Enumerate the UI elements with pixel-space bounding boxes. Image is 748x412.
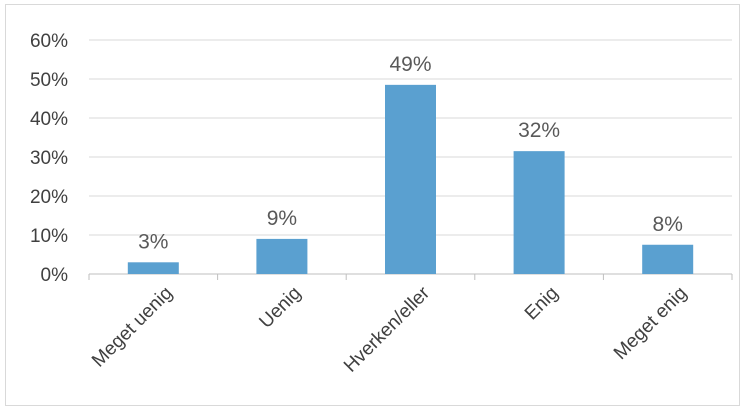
bar	[127, 262, 179, 274]
data-label: 49%	[389, 53, 431, 76]
x-tick-label: Hverken/eller	[340, 282, 434, 376]
y-tick-label: 0%	[41, 265, 69, 286]
x-tick-labels: Meget uenig Uenig Hverken/eller Enig Meget e…	[88, 282, 691, 376]
data-labels: 3% 9% 49% 32% 8%	[138, 53, 683, 253]
bar	[642, 244, 694, 274]
data-label: 8%	[653, 213, 683, 236]
bar	[513, 151, 565, 274]
bars	[127, 84, 694, 274]
x-axis	[88, 273, 733, 280]
chart-frame	[5, 4, 740, 406]
y-tick-label: 60%	[30, 31, 68, 52]
data-label: 3%	[138, 230, 168, 253]
y-tick-label: 20%	[30, 187, 68, 208]
y-tick-label: 40%	[30, 109, 68, 130]
x-tick-label: Meget uenig	[88, 283, 177, 372]
y-tick-label: 30%	[30, 148, 68, 169]
bar	[256, 238, 308, 274]
y-tick-label: 50%	[30, 70, 68, 91]
bar	[385, 84, 436, 274]
y-tick-label: 10%	[30, 226, 68, 247]
data-label: 32%	[518, 119, 560, 142]
x-tick-label: Uenig	[255, 283, 305, 333]
y-tick-labels: 0% 10% 20% 30% 40% 50% 60%	[30, 31, 68, 286]
data-label: 9%	[267, 207, 297, 230]
gridlines	[89, 39, 732, 236]
x-tick-label: Enig	[521, 283, 563, 325]
x-tick-label: Meget enig	[610, 283, 691, 364]
